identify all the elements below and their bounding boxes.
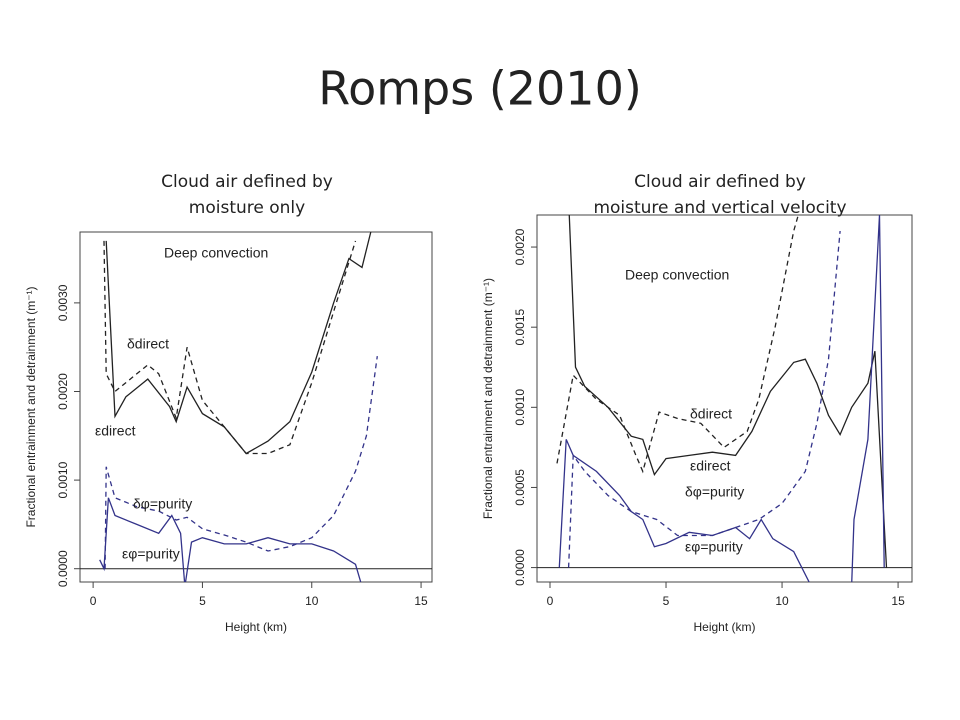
chart-subtitle: moisture and vertical velocity: [593, 198, 846, 218]
y-axis-title: Fractional entrainment and detrainment (…: [481, 278, 495, 519]
series-label: εφ=purity: [685, 539, 743, 555]
x-tick-label: 5: [663, 594, 670, 608]
series-line: [105, 232, 372, 455]
y-axis-title: Fractional entrainment and detrainment (…: [24, 286, 38, 527]
x-tick-label: 15: [891, 594, 905, 608]
series-label: δφ=purity: [133, 496, 192, 512]
chart-subtitle: moisture only: [189, 198, 305, 218]
series-label: δφ=purity: [685, 484, 744, 500]
x-axis-title: Height (km): [693, 620, 755, 634]
series-line: [558, 215, 885, 582]
series-label: δdirect: [690, 406, 732, 422]
x-tick-label: 10: [305, 594, 319, 608]
x-tick-label: 0: [547, 594, 554, 608]
x-tick-label: 10: [775, 594, 789, 608]
series-label: εφ=purity: [122, 546, 180, 562]
chart-subtitle: Cloud air defined by: [161, 172, 333, 192]
y-tick-label: 0.0020: [56, 373, 70, 410]
x-tick-label: 5: [199, 594, 206, 608]
series-label: εdirect: [95, 423, 136, 439]
y-tick-label: 0.0000: [56, 550, 70, 587]
series-label: εdirect: [690, 458, 731, 474]
plot-frame: [536, 214, 913, 583]
series-line: [103, 240, 357, 455]
y-tick-label: 0.0015: [513, 309, 527, 346]
y-tick-label: 0.0010: [56, 461, 70, 498]
y-tick-label: 0.0020: [513, 228, 527, 265]
x-tick-label: 15: [414, 594, 428, 608]
series-line: [568, 215, 888, 568]
chart-subtitle: Cloud air defined by: [634, 172, 806, 192]
x-axis-title: Height (km): [225, 620, 287, 634]
series-line: [556, 215, 799, 474]
series-label: δdirect: [127, 336, 169, 352]
series-line: [104, 356, 378, 569]
y-tick-label: 0.0005: [513, 469, 527, 506]
plot-frame: [79, 231, 433, 583]
y-tick-label: 0.0030: [56, 284, 70, 321]
y-tick-label: 0.0000: [513, 549, 527, 586]
series-line: [99, 497, 362, 582]
y-tick-label: 0.0010: [513, 389, 527, 426]
annotation: Deep convection: [625, 267, 729, 283]
slide-title: Romps (2010): [318, 62, 642, 116]
x-tick-label: 0: [90, 594, 97, 608]
annotation: Deep convection: [164, 245, 268, 261]
